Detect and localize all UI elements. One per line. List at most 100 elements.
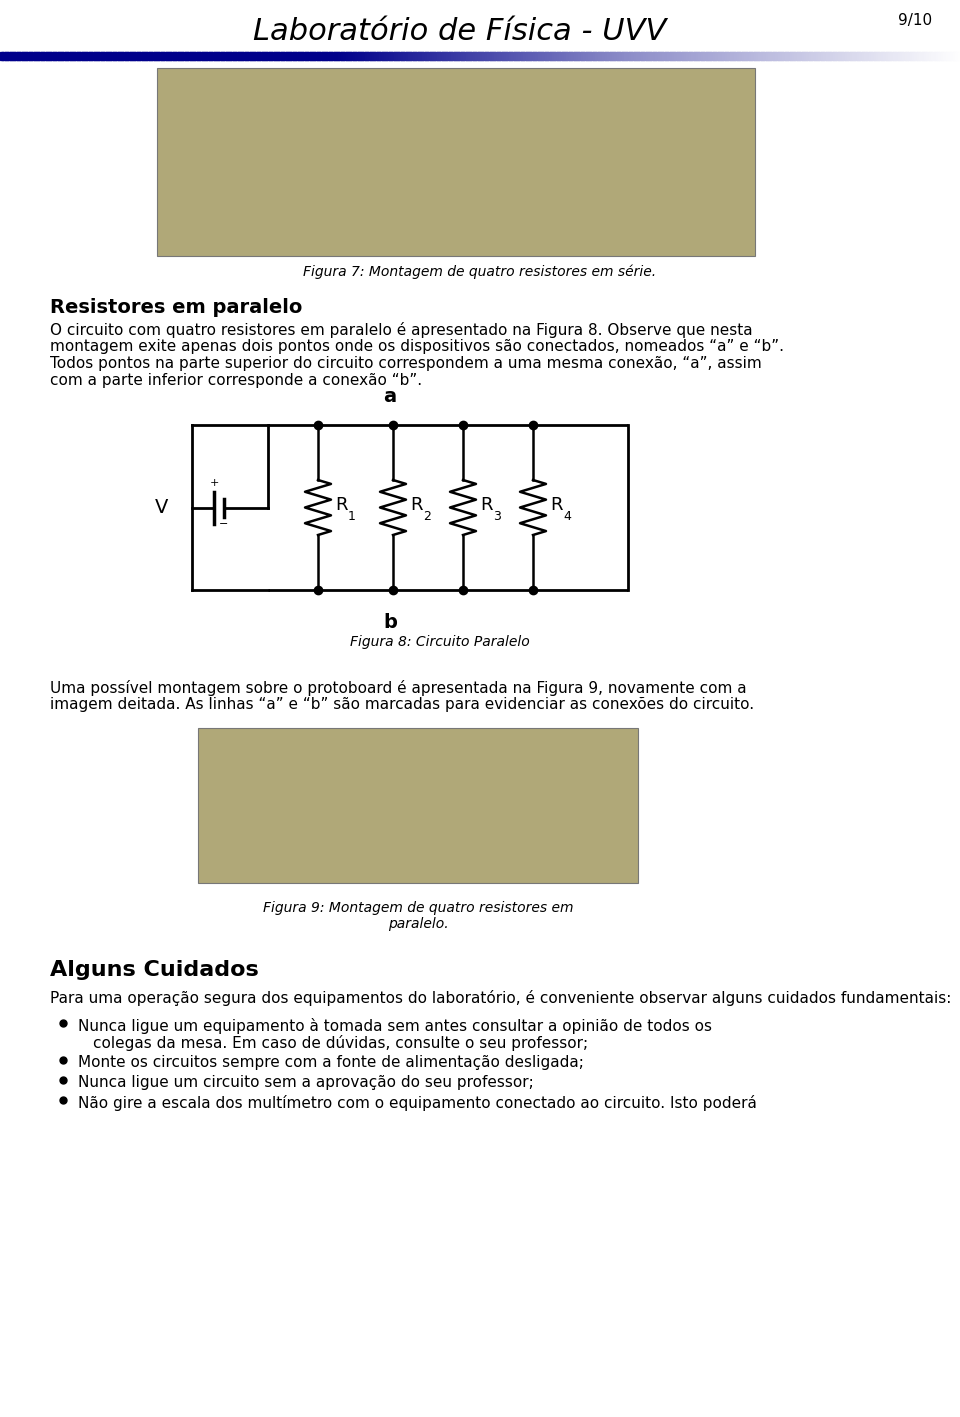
Bar xyxy=(718,52,721,60)
Bar xyxy=(113,52,116,60)
Bar xyxy=(309,52,313,60)
Bar xyxy=(157,68,755,256)
Bar xyxy=(106,52,109,60)
Bar xyxy=(682,52,685,60)
Bar xyxy=(883,52,887,60)
Bar xyxy=(576,52,580,60)
Bar xyxy=(60,52,63,60)
Bar xyxy=(19,52,23,60)
Bar xyxy=(588,52,591,60)
Bar xyxy=(936,52,940,60)
Bar xyxy=(466,52,469,60)
Bar xyxy=(298,52,301,60)
Bar xyxy=(53,52,57,60)
Text: imagem deitada. As linhas “a” e “b” são marcadas para evidenciar as conexões do : imagem deitada. As linhas “a” e “b” são … xyxy=(50,697,755,711)
Bar xyxy=(446,52,450,60)
Bar xyxy=(888,52,892,60)
Text: Nunca ligue um equipamento à tomada sem antes consultar a opinião de todos os: Nunca ligue um equipamento à tomada sem … xyxy=(78,1017,712,1034)
Bar xyxy=(38,52,42,60)
Bar xyxy=(946,52,949,60)
Bar xyxy=(898,52,901,60)
Bar xyxy=(864,52,868,60)
Bar xyxy=(326,52,330,60)
Text: paralelo.: paralelo. xyxy=(388,917,448,931)
Bar xyxy=(645,52,649,60)
Bar xyxy=(156,52,159,60)
Bar xyxy=(832,52,836,60)
Bar xyxy=(859,52,863,60)
Bar xyxy=(56,52,59,60)
Bar xyxy=(34,52,37,60)
Bar xyxy=(422,52,426,60)
Text: montagem exite apenas dois pontos onde os dispositivos são conectados, nomeados : montagem exite apenas dois pontos onde o… xyxy=(50,339,784,354)
Bar xyxy=(213,52,217,60)
Bar xyxy=(257,52,260,60)
Bar xyxy=(459,52,462,60)
Bar xyxy=(392,52,395,60)
Bar xyxy=(608,52,611,60)
Bar xyxy=(784,52,788,60)
Bar xyxy=(701,52,705,60)
Bar xyxy=(691,52,695,60)
Bar xyxy=(415,52,419,60)
Bar xyxy=(62,52,66,60)
Bar xyxy=(468,52,471,60)
Bar xyxy=(198,728,638,883)
Bar xyxy=(590,52,594,60)
Bar xyxy=(367,52,371,60)
Bar xyxy=(782,52,786,60)
Bar xyxy=(902,52,906,60)
Bar xyxy=(826,52,829,60)
Bar xyxy=(29,52,33,60)
Bar xyxy=(69,52,73,60)
Bar xyxy=(168,52,172,60)
Bar xyxy=(614,52,618,60)
Bar xyxy=(355,52,359,60)
Bar xyxy=(693,52,697,60)
Bar xyxy=(507,52,510,60)
Bar xyxy=(408,52,412,60)
Bar xyxy=(856,52,860,60)
Bar xyxy=(571,52,575,60)
Bar xyxy=(14,52,18,60)
Text: 2: 2 xyxy=(423,510,431,523)
Text: 4: 4 xyxy=(563,510,571,523)
Bar xyxy=(922,52,925,60)
Bar xyxy=(893,52,897,60)
Bar xyxy=(538,52,541,60)
Bar xyxy=(739,52,743,60)
Bar xyxy=(36,52,39,60)
Bar xyxy=(370,52,373,60)
Bar xyxy=(248,52,251,60)
Bar xyxy=(874,52,877,60)
Bar xyxy=(334,52,337,60)
Bar xyxy=(928,52,932,60)
Bar xyxy=(712,52,716,60)
Bar xyxy=(221,52,225,60)
Bar xyxy=(792,52,796,60)
Bar xyxy=(523,52,527,60)
Bar xyxy=(144,52,148,60)
Bar xyxy=(178,52,181,60)
Bar xyxy=(216,52,220,60)
Bar xyxy=(463,52,467,60)
Bar xyxy=(219,52,222,60)
Bar xyxy=(161,52,164,60)
Bar xyxy=(104,52,107,60)
Bar xyxy=(12,52,15,60)
Bar xyxy=(770,52,774,60)
Bar xyxy=(715,52,719,60)
Bar xyxy=(75,52,78,60)
Bar xyxy=(926,52,930,60)
Text: R: R xyxy=(410,496,422,514)
Text: 1: 1 xyxy=(348,510,356,523)
Bar xyxy=(430,52,433,60)
Bar xyxy=(223,52,227,60)
Text: Alguns Cuidados: Alguns Cuidados xyxy=(50,959,259,981)
Bar xyxy=(725,52,729,60)
Bar xyxy=(802,52,805,60)
Bar xyxy=(362,52,366,60)
Bar xyxy=(250,52,253,60)
Text: Laboratório de Física - UVV: Laboratório de Física - UVV xyxy=(253,17,666,47)
Bar xyxy=(756,52,759,60)
